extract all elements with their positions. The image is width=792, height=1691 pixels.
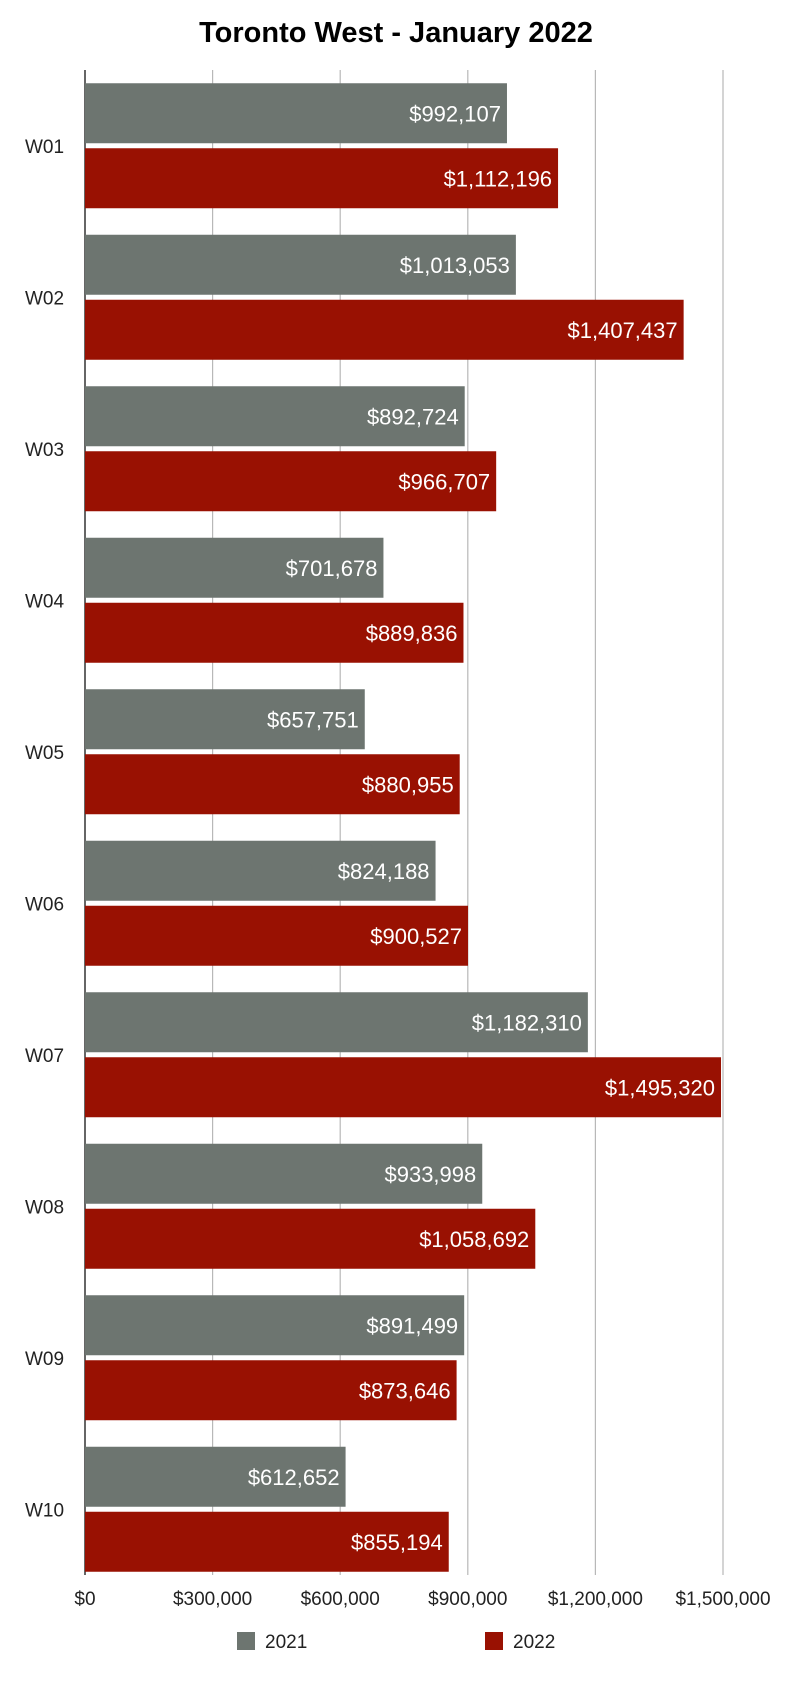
bars: $992,107 $1,112,196 $1,013,053 $1,407,437 $8… bbox=[85, 83, 722, 1572]
data-label: $873,646 bbox=[359, 1378, 451, 1403]
data-label: $933,998 bbox=[384, 1162, 476, 1187]
data-label: $1,407,437 bbox=[568, 318, 678, 343]
data-label: $1,182,310 bbox=[472, 1010, 582, 1035]
bar-2021-W02 bbox=[85, 234, 516, 295]
bar-2022-W08 bbox=[85, 1208, 536, 1269]
bar-2021-W10 bbox=[85, 1446, 346, 1507]
y-category-label: W10 bbox=[25, 1500, 64, 1521]
data-label: $1,058,692 bbox=[419, 1227, 529, 1252]
bar-2021-W05 bbox=[85, 689, 365, 750]
y-category-label: W05 bbox=[25, 743, 64, 764]
data-label: $891,499 bbox=[366, 1313, 458, 1338]
x-tick-label: $1,500,000 bbox=[675, 1589, 770, 1610]
axes: $0 $300,000 $600,000 $900,000 $1,200,000 $1,5… bbox=[25, 137, 771, 1610]
y-category-label: W09 bbox=[25, 1349, 64, 1370]
y-category-label: W07 bbox=[25, 1046, 64, 1067]
data-label: $1,112,196 bbox=[444, 166, 552, 191]
data-label: $855,194 bbox=[351, 1530, 443, 1555]
data-label: $880,955 bbox=[362, 772, 454, 797]
chart-title: Toronto West - January 2022 bbox=[199, 17, 593, 49]
bar-2022-W06 bbox=[85, 905, 469, 966]
data-label: $1,495,320 bbox=[605, 1075, 715, 1100]
bar-2022-W09 bbox=[85, 1360, 457, 1421]
y-category-label: W06 bbox=[25, 894, 64, 915]
y-category-label: W02 bbox=[25, 288, 64, 309]
legend-label: 2022 bbox=[513, 1632, 555, 1653]
bar-2022-W02 bbox=[85, 299, 684, 360]
x-tick-label: $600,000 bbox=[301, 1589, 380, 1610]
bar-2022-W07 bbox=[85, 1057, 722, 1118]
x-tick-label: $900,000 bbox=[428, 1589, 507, 1610]
bar-2021-W03 bbox=[85, 386, 465, 447]
bar-2021-W01 bbox=[85, 83, 507, 144]
y-category-label: W08 bbox=[25, 1197, 64, 1218]
data-label: $889,836 bbox=[366, 621, 458, 646]
legend-swatch bbox=[485, 1632, 503, 1650]
bar-2021-W09 bbox=[85, 1295, 465, 1356]
y-category-label: W03 bbox=[25, 440, 64, 461]
bar-2022-W05 bbox=[85, 754, 460, 815]
data-label: $966,707 bbox=[398, 469, 490, 494]
bar-2021-W06 bbox=[85, 840, 436, 901]
bar-2021-W07 bbox=[85, 992, 588, 1053]
x-tick-label: $1,200,000 bbox=[548, 1589, 643, 1610]
bar-2022-W04 bbox=[85, 602, 464, 663]
data-label: $701,678 bbox=[286, 556, 378, 581]
data-label: $1,013,053 bbox=[400, 253, 510, 278]
bar-2022-W03 bbox=[85, 451, 497, 512]
data-label: $992,107 bbox=[409, 101, 501, 126]
data-label: $900,527 bbox=[370, 924, 462, 949]
y-category-label: W04 bbox=[25, 591, 65, 612]
data-label: $612,652 bbox=[248, 1465, 340, 1490]
bar-2021-W04 bbox=[85, 537, 384, 598]
y-category-label: W01 bbox=[25, 137, 64, 158]
x-tick-label: $0 bbox=[74, 1589, 95, 1610]
legend-swatch bbox=[237, 1632, 255, 1650]
legend-label: 2021 bbox=[265, 1632, 307, 1653]
bar-2022-W01 bbox=[85, 148, 559, 209]
bar-2021-W08 bbox=[85, 1143, 483, 1204]
legend: 2021 2022 bbox=[237, 1632, 555, 1653]
data-label: $824,188 bbox=[338, 859, 430, 884]
x-tick-label: $300,000 bbox=[173, 1589, 252, 1610]
bar-2022-W10 bbox=[85, 1511, 449, 1572]
data-label: $892,724 bbox=[367, 404, 459, 429]
data-label: $657,751 bbox=[267, 707, 359, 732]
